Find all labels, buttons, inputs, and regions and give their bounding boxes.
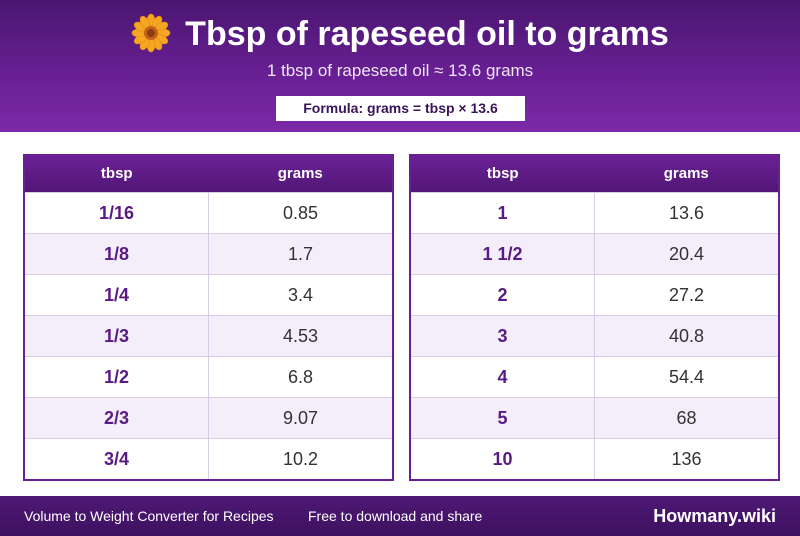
tbsp-cell: 10 bbox=[411, 439, 595, 479]
tbsp-cell: 1/8 bbox=[25, 234, 209, 274]
column-header-grams: grams bbox=[277, 165, 323, 182]
column-header-grams: grams bbox=[663, 165, 709, 182]
table-row: 4 54.4 bbox=[411, 356, 778, 397]
grams-cell: 10.2 bbox=[282, 449, 319, 469]
table-row: 1/2 6.8 bbox=[25, 356, 392, 397]
table-row: 1/8 1.7 bbox=[25, 233, 392, 274]
tbsp-cell: 1/4 bbox=[25, 275, 209, 315]
tbsp-cell: 5 bbox=[411, 398, 595, 438]
grams-cell: 54.4 bbox=[668, 367, 705, 387]
grams-cell: 27.2 bbox=[668, 285, 705, 305]
column-header-tbsp: tbsp bbox=[100, 165, 133, 182]
grams-cell: 20.4 bbox=[668, 244, 705, 264]
grams-cell: 6.8 bbox=[287, 367, 314, 387]
tbsp-cell: 1/2 bbox=[25, 357, 209, 397]
tbsp-cell: 3 bbox=[411, 316, 595, 356]
flower-icon bbox=[131, 13, 171, 53]
table-row: 1/4 3.4 bbox=[25, 274, 392, 315]
header: Tbsp of rapeseed oil to grams 1 tbsp of … bbox=[0, 0, 800, 132]
tbsp-cell: 1/16 bbox=[25, 193, 209, 233]
formula-badge: Formula: grams = tbsp × 13.6 bbox=[276, 96, 525, 121]
tbsp-cell: 2 bbox=[411, 275, 595, 315]
tbsp-cell: 3/4 bbox=[25, 439, 209, 479]
conversion-table-right: tbsp grams 1 13.6 1 1/2 20.4 2 27.2 3 40.8 4… bbox=[409, 154, 780, 481]
brand-link[interactable]: Howmany.wiki bbox=[653, 506, 776, 526]
grams-cell: 13.6 bbox=[668, 203, 705, 223]
conversion-table-left: tbsp grams 1/16 0.85 1/8 1.7 1/4 3.4 1/3 4.5… bbox=[23, 154, 394, 481]
column-header-tbsp: tbsp bbox=[486, 165, 519, 182]
table-row: 2 27.2 bbox=[411, 274, 778, 315]
grams-cell: 0.85 bbox=[282, 203, 319, 223]
grams-cell: 4.53 bbox=[282, 326, 319, 346]
table-row: 1 13.6 bbox=[411, 192, 778, 233]
subtitle: 1 tbsp of rapeseed oil ≈ 13.6 grams bbox=[266, 61, 534, 80]
table-header: tbsp grams bbox=[411, 156, 778, 192]
tbsp-cell: 4 bbox=[411, 357, 595, 397]
tbsp-cell: 1 bbox=[411, 193, 595, 233]
grams-cell: 3.4 bbox=[287, 285, 314, 305]
tbsp-cell: 2/3 bbox=[25, 398, 209, 438]
grams-cell: 9.07 bbox=[282, 408, 319, 428]
page-title: Tbsp of rapeseed oil to grams bbox=[185, 15, 669, 53]
tbsp-cell: 1 1/2 bbox=[411, 234, 595, 274]
grams-cell: 40.8 bbox=[668, 326, 705, 346]
table-row: 3 40.8 bbox=[411, 315, 778, 356]
table-row: 1/16 0.85 bbox=[25, 192, 392, 233]
table-header: tbsp grams bbox=[25, 156, 392, 192]
table-row: 10 136 bbox=[411, 438, 778, 479]
footer: Volume to Weight Converter for Recipes F… bbox=[0, 496, 800, 536]
footer-share-text: Free to download and share bbox=[308, 508, 483, 524]
table-row: 3/4 10.2 bbox=[25, 438, 392, 479]
tbsp-cell: 1/3 bbox=[25, 316, 209, 356]
grams-cell: 136 bbox=[671, 449, 702, 469]
title-row: Tbsp of rapeseed oil to grams bbox=[0, 12, 800, 56]
grams-cell: 1.7 bbox=[287, 244, 314, 264]
table-body: 1/16 0.85 1/8 1.7 1/4 3.4 1/3 4.53 1/2 6.8 2/… bbox=[25, 192, 392, 479]
table-row: 2/3 9.07 bbox=[25, 397, 392, 438]
table-row: 1/3 4.53 bbox=[25, 315, 392, 356]
table-body: 1 13.6 1 1/2 20.4 2 27.2 3 40.8 4 54.4 5 68 10… bbox=[411, 192, 778, 479]
footer-description: Volume to Weight Converter for Recipes bbox=[24, 508, 274, 524]
table-row: 1 1/2 20.4 bbox=[411, 233, 778, 274]
table-row: 5 68 bbox=[411, 397, 778, 438]
grams-cell: 68 bbox=[676, 408, 697, 428]
